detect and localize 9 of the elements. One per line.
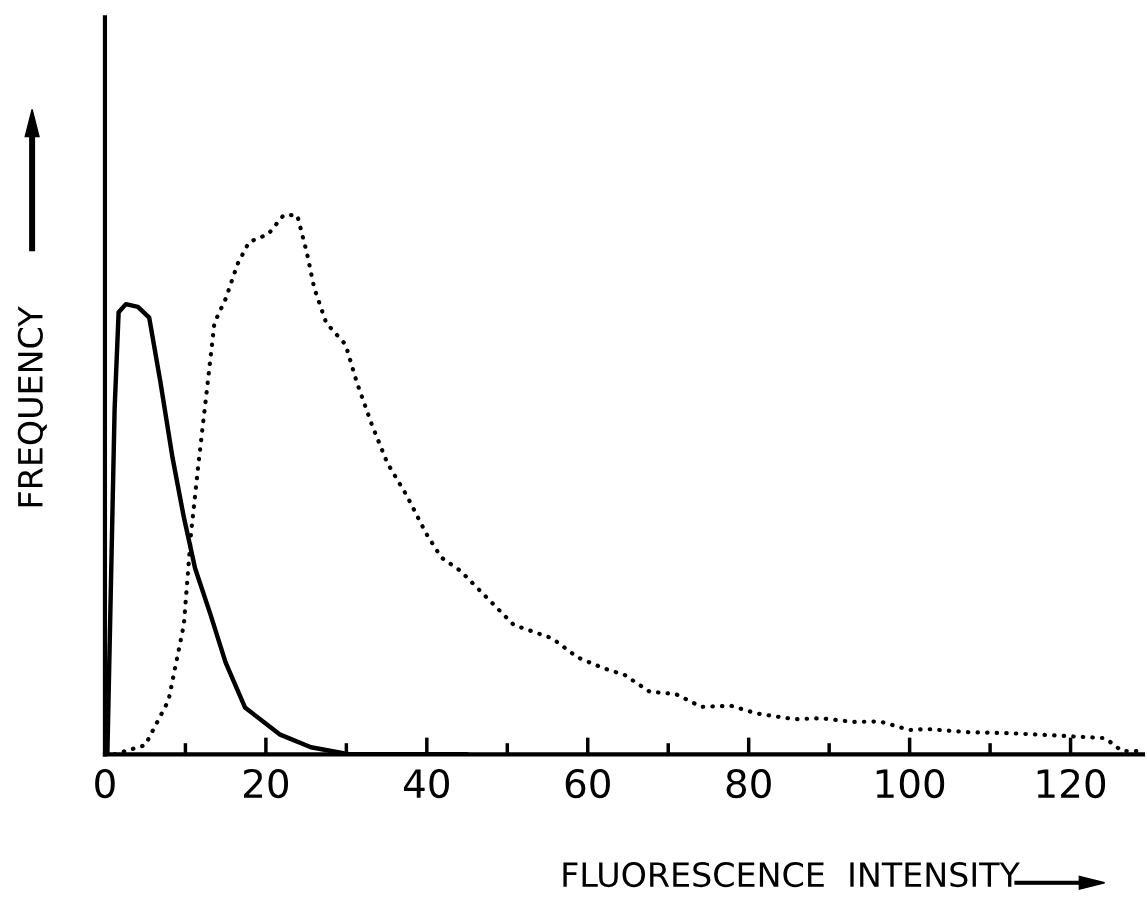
x-tick-label: 0 <box>95 768 115 799</box>
y-axis-title: FREQUENCY <box>17 306 47 507</box>
x-axis-title: FLUORESCENCE INTENSITY <box>563 861 1020 888</box>
x-tick-label: 100 <box>876 768 945 799</box>
x-tick-label: 40 <box>403 768 449 799</box>
x-tick-label: 80 <box>726 768 771 799</box>
x-tick-label: 60 <box>565 768 610 799</box>
x-tick-label: 120 <box>1037 768 1106 799</box>
x-tick-label: 20 <box>243 768 289 799</box>
